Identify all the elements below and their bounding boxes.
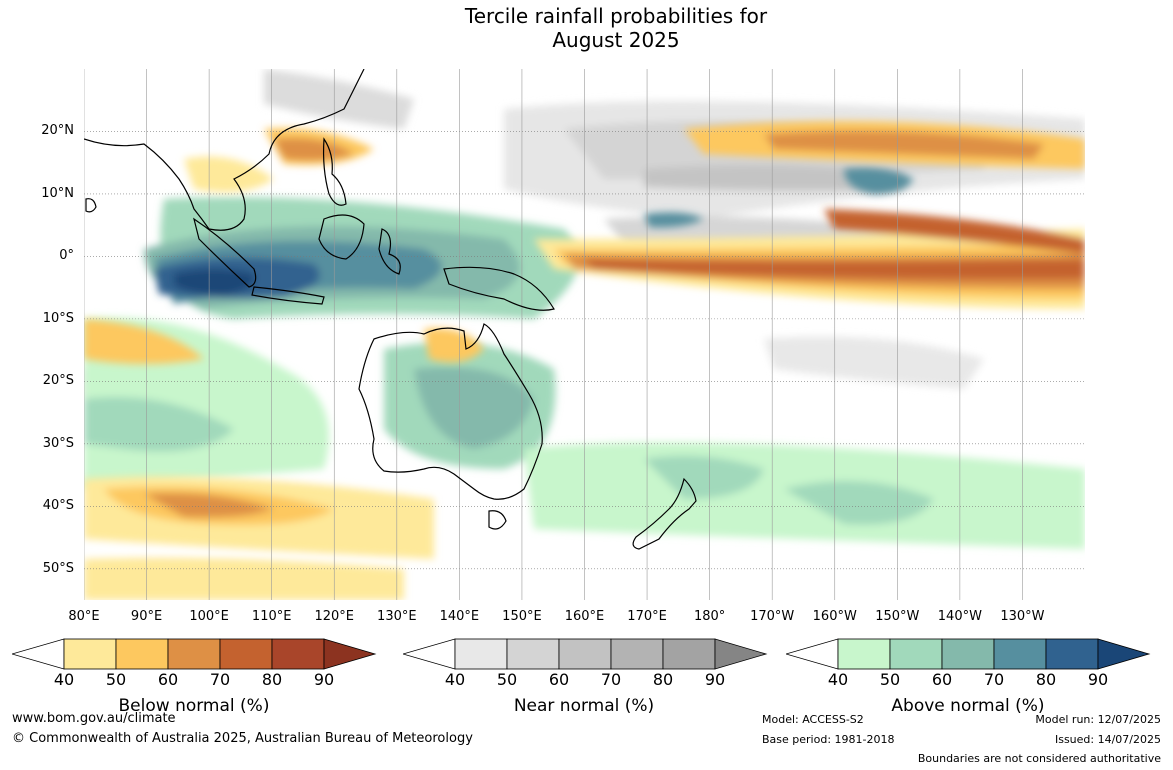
colorbar-low-arrow	[403, 638, 456, 670]
below-tick: 70	[209, 670, 231, 689]
near-normal-colorbar	[403, 638, 768, 670]
latitude-label: 0°	[59, 248, 74, 264]
longitude-label: 80°E	[68, 609, 100, 624]
near-colorbar-swatches	[403, 638, 768, 670]
longitude-label: 150°W	[875, 609, 920, 624]
above-tick: 70	[983, 670, 1005, 689]
longitude-label: 180°	[693, 609, 726, 624]
map-title: Tercile rainfall probabilities for Augus…	[0, 4, 1173, 52]
colorbar-swatch	[1045, 638, 1099, 670]
map-title-line2: August 2025	[552, 28, 680, 52]
map-gridlines	[84, 69, 1085, 600]
near-tick: 70	[600, 670, 622, 689]
latitude-label: 50°S	[42, 560, 74, 576]
colorbar-swatch	[506, 638, 560, 670]
below-tick: 90	[313, 670, 335, 689]
below-normal-areas	[84, 121, 1085, 600]
above-tick: 50	[879, 670, 901, 689]
colorbar-swatch	[889, 638, 943, 670]
colorbar-swatch	[662, 638, 716, 670]
colorbar-swatch	[63, 638, 117, 670]
colorbar-swatch	[167, 638, 221, 670]
latitude-label: 10°N	[41, 185, 74, 201]
near-tick: 60	[548, 670, 570, 689]
longitude-label: 110°E	[251, 609, 292, 624]
borneo-coastline	[318, 214, 365, 260]
longitude-label: 130°W	[1000, 609, 1045, 624]
colorbar-low-arrow	[786, 638, 839, 670]
colorbar-swatch	[993, 638, 1047, 670]
new-guinea-coastline	[443, 266, 555, 311]
colorbar-swatch	[219, 638, 273, 670]
disclaimer-text: Boundaries are not considered authoritat…	[917, 752, 1161, 765]
below-tick: 60	[157, 670, 179, 689]
colorbar-swatch	[271, 638, 325, 670]
above-colorbar-swatches	[786, 638, 1151, 670]
above-normal-title: Above normal (%)	[891, 696, 1045, 716]
above-normal-colorbar	[786, 638, 1151, 670]
philippines-coastline	[322, 137, 347, 206]
near-normal-title: Near normal (%)	[513, 696, 655, 716]
below-tick: 50	[105, 670, 127, 689]
sumatra-coastline	[193, 217, 257, 288]
model-run-text: Model run: 12/07/2025	[1035, 713, 1161, 726]
rainfall-probability-map	[84, 69, 1085, 600]
latitude-label: 30°S	[42, 435, 74, 451]
below-normal-title: Below normal (%)	[118, 696, 270, 716]
above-tick: 60	[931, 670, 953, 689]
longitude-label: 170°W	[750, 609, 795, 624]
longitude-label: 160°W	[812, 609, 857, 624]
longitude-label: 150°E	[502, 609, 542, 624]
above-tick: 80	[1035, 670, 1057, 689]
latitude-label: 20°S	[42, 373, 74, 389]
longitude-label: 140°E	[439, 609, 480, 624]
colorbar-swatch	[610, 638, 664, 670]
coastlines	[84, 69, 697, 550]
colorbar-swatch	[115, 638, 169, 670]
near-tick: 80	[652, 670, 674, 689]
colorbar-swatch	[454, 638, 508, 670]
near-tick: 40	[444, 670, 466, 689]
longitude-label: 130°E	[377, 609, 417, 624]
below-normal-colorbar	[12, 638, 377, 670]
colorbar-swatch	[941, 638, 995, 670]
near-tick: 90	[704, 670, 726, 689]
longitude-label: 140°W	[937, 609, 982, 624]
below-tick: 80	[261, 670, 283, 689]
near-tick: 50	[496, 670, 518, 689]
longitude-label: 160°E	[564, 609, 605, 624]
tasmania-coastline	[488, 510, 507, 530]
longitude-label: 170°E	[627, 609, 667, 624]
sulawesi-coastline	[378, 228, 401, 275]
latitude-label: 20°N	[41, 123, 74, 139]
colorbar-swatch	[837, 638, 891, 670]
latitude-label: 40°S	[42, 498, 74, 514]
base-period-text: Base period: 1981-2018	[762, 733, 895, 746]
latitude-label: 10°S	[42, 310, 74, 326]
website-link[interactable]: www.bom.gov.au/climate	[12, 711, 176, 726]
model-text: Model: ACCESS-S2	[762, 713, 864, 726]
longitude-label: 100°E	[189, 609, 229, 624]
java-coastline	[251, 286, 325, 305]
copyright-text: © Commonwealth of Australia 2025, Austra…	[12, 731, 473, 746]
colorbar-low-arrow	[12, 638, 65, 670]
issued-text: Issued: 14/07/2025	[1054, 733, 1161, 746]
longitude-label: 120°E	[314, 609, 355, 624]
new-zealand-coastline	[632, 477, 697, 550]
longitude-label: 90°E	[130, 609, 163, 624]
australia-coastline	[358, 323, 543, 500]
southeast-asia-coastline	[84, 69, 365, 231]
above-tick: 40	[827, 670, 849, 689]
sri-lanka-coastline	[85, 198, 97, 213]
colorbar-high-arrow	[714, 638, 768, 670]
colorbar-high-arrow	[1097, 638, 1151, 670]
below-tick: 40	[53, 670, 75, 689]
above-tick: 90	[1087, 670, 1109, 689]
map-title-line1: Tercile rainfall probabilities for	[464, 4, 768, 28]
colorbar-high-arrow	[323, 638, 377, 670]
colorbar-swatch	[558, 638, 612, 670]
below-colorbar-swatches	[12, 638, 377, 670]
